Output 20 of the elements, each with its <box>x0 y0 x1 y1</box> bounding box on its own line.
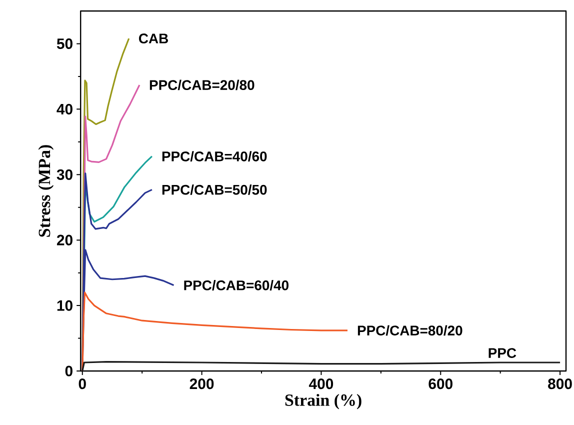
y-tick-label: 50 <box>56 38 72 50</box>
y-tick-label: 40 <box>56 104 72 114</box>
series-label: PPC/CAB=60/40 <box>184 280 288 290</box>
series-label: PPC/CAB=20/80 <box>150 80 254 90</box>
y-tick-label: 30 <box>56 169 72 180</box>
series-label: CAB <box>139 34 168 44</box>
x-axis-title: Strain (%) <box>285 394 362 410</box>
x-tick-label: 200 <box>190 378 214 390</box>
y-axis-title: Stress (MPa) <box>38 145 54 237</box>
x-tick-label: 400 <box>308 378 334 390</box>
y-tick-label: 0 <box>65 366 72 376</box>
x-tick-label: 800 <box>548 378 572 390</box>
series-label: PPC/CAB=80/20 <box>358 325 462 336</box>
y-tick-label: 20 <box>56 234 72 246</box>
x-tick-label: 0 <box>78 378 86 390</box>
x-tick-label: 600 <box>428 378 452 390</box>
series-label: PPC/CAB=50/50 <box>162 184 267 195</box>
y-tick-label: 10 <box>57 300 72 311</box>
series-label: PPC <box>488 348 516 358</box>
series-label: PPC/CAB=40/60 <box>162 151 267 162</box>
